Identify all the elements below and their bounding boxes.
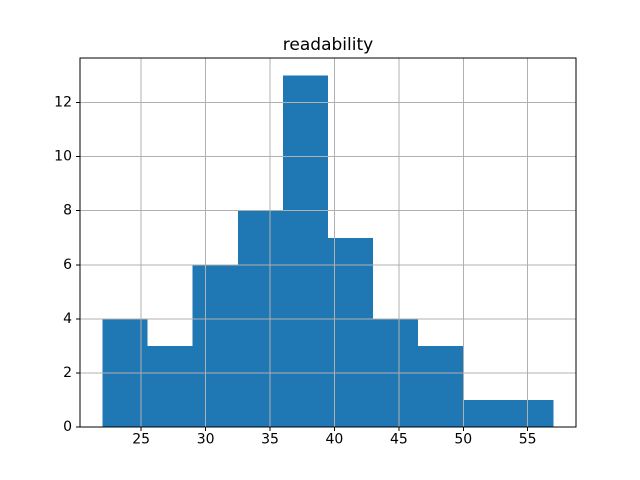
x-tick-label: 25 <box>132 432 150 448</box>
x-tick-label: 45 <box>390 432 408 448</box>
plot-border <box>79 57 577 428</box>
histogram-bar <box>418 345 464 427</box>
y-tick-label: 10 <box>54 149 72 165</box>
histogram-bar <box>463 399 509 427</box>
chart-title: readability <box>283 35 373 55</box>
histogram-bar <box>282 75 328 428</box>
grid-layer <box>80 58 576 428</box>
y-tick-label: 2 <box>63 365 72 381</box>
x-tick-label: 35 <box>261 432 279 448</box>
y-tick-label: 12 <box>54 95 72 111</box>
x-tick-label: 50 <box>454 432 472 448</box>
y-tick-label: 0 <box>63 419 72 435</box>
x-tick-label: 40 <box>326 432 344 448</box>
histogram-bar <box>192 264 238 427</box>
bars-layer <box>102 75 554 428</box>
y-tick-label: 4 <box>63 311 72 327</box>
histogram-bar <box>147 345 193 427</box>
x-tick-label: 30 <box>197 432 215 448</box>
histogram-bar <box>508 399 554 427</box>
x-tick-label: 55 <box>519 432 537 448</box>
y-tick-label: 6 <box>63 257 72 273</box>
ticks-layer: 25 30 35 40 45 50 55 0 2 4 6 8 10 12 <box>54 95 536 448</box>
y-tick-label: 8 <box>63 203 72 219</box>
axes-spines <box>79 57 577 428</box>
histogram-bar <box>328 237 374 427</box>
